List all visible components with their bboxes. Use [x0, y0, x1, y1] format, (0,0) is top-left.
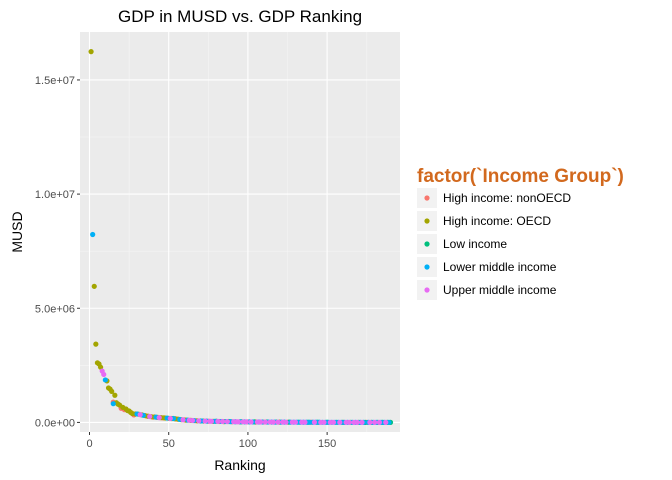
point-upper-middle-income	[235, 419, 242, 425]
plot-panel	[80, 32, 400, 432]
legend-swatch-high-income-nonoecd	[424, 195, 430, 201]
y-tick-label: 1.0e+07	[35, 189, 75, 201]
point-upper-middle-income	[243, 419, 249, 425]
point-upper-middle-income	[359, 419, 365, 425]
legend-label-high-income-oecd: High income: OECD	[443, 214, 551, 228]
x-tick-label: 0	[86, 438, 92, 450]
y-axis: 0.0e+00 5.0e+06 1.0e+07 1.5e+07	[35, 75, 80, 429]
legend-swatch-low-income	[424, 241, 430, 247]
chart-title: GDP in MUSD vs. GDP Ranking	[118, 7, 362, 26]
point-upper-middle-income	[346, 419, 352, 425]
point-upper-middle-income	[208, 418, 215, 424]
x-axis: 0 50 100 150	[86, 432, 336, 450]
y-tick-label: 1.5e+07	[35, 75, 75, 87]
point-upper-middle-income	[147, 413, 153, 420]
point-upper-middle-income	[321, 419, 327, 425]
grid-minor	[80, 32, 400, 432]
point-upper-middle-income	[311, 419, 318, 425]
point-high-income-oecd	[93, 341, 99, 347]
point-upper-middle-income	[224, 418, 230, 425]
point-upper-middle-income	[101, 371, 107, 378]
point-upper-middle-income	[302, 419, 308, 425]
x-tick-label: 150	[318, 438, 336, 450]
point-upper-middle-income	[262, 419, 268, 425]
point-upper-middle-income	[292, 419, 299, 425]
point-upper-middle-income	[283, 419, 289, 425]
point-upper-middle-income	[248, 419, 254, 425]
x-tick-label: 100	[239, 438, 257, 450]
x-tick-label: 50	[163, 438, 175, 450]
point-high-income-oecd	[109, 388, 115, 394]
point-lower-middle-income	[102, 377, 108, 383]
point-lower-middle-income	[110, 401, 116, 407]
point-upper-middle-income	[180, 417, 186, 423]
point-upper-middle-income	[189, 417, 196, 424]
point-upper-middle-income	[196, 418, 202, 424]
legend-swatch-lower-middle-income	[424, 264, 430, 270]
legend-swatch-upper-middle-income	[424, 287, 430, 293]
point-upper-middle-income	[215, 418, 221, 425]
point-upper-middle-income	[275, 419, 281, 425]
legend-label-high-income-nonoecd: High income: nonOECD	[443, 191, 571, 205]
point-upper-middle-income	[167, 415, 173, 422]
point-upper-middle-income	[270, 419, 276, 425]
point-upper-middle-income	[367, 419, 373, 425]
legend-label-lower-middle-income: Lower middle income	[443, 260, 557, 274]
point-upper-middle-income	[372, 419, 378, 425]
point-upper-middle-income	[376, 419, 383, 425]
point-upper-middle-income	[383, 419, 389, 425]
y-axis-title: MUSD	[9, 211, 25, 252]
legend-title: factor(`Income Group`)	[417, 166, 624, 187]
point-upper-middle-income	[202, 418, 208, 424]
legend-label-low-income: Low income	[443, 237, 507, 251]
legend-swatch-high-income-oecd	[424, 218, 430, 224]
point-upper-middle-income	[219, 418, 226, 425]
point-lower-middle-income	[90, 231, 96, 238]
point-high-income-oecd	[88, 49, 94, 55]
point-high-income-oecd	[91, 283, 97, 289]
y-tick-label: 0.0e+00	[35, 417, 75, 429]
point-high-income-oecd	[112, 392, 118, 398]
x-axis-title: Ranking	[214, 457, 265, 473]
legend: factor(`Income Group`) High income: nonO…	[417, 166, 624, 300]
data-points	[88, 49, 394, 425]
grid-major	[80, 32, 400, 432]
legend-label-upper-middle-income: Upper middle income	[443, 283, 557, 297]
point-upper-middle-income	[330, 419, 337, 425]
point-upper-middle-income	[354, 419, 360, 425]
point-upper-middle-income	[156, 415, 162, 421]
point-upper-middle-income	[337, 419, 343, 425]
y-tick-label: 5.0e+06	[35, 303, 75, 315]
point-upper-middle-income	[257, 419, 264, 425]
point-upper-middle-income	[137, 412, 143, 418]
